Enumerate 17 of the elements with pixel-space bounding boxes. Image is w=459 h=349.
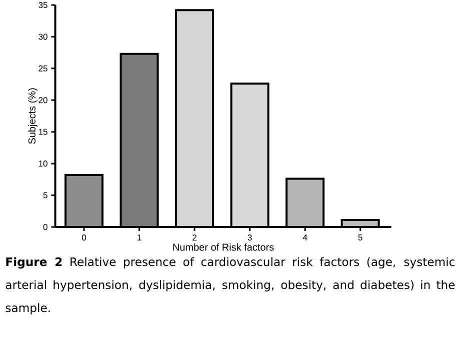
y-tick-label: 35 [38,2,48,8]
x-tick-label: 1 [138,234,142,240]
x-tick-label: 2 [192,234,196,240]
y-axis-title: Subjects (%) [28,88,38,144]
y-tick-label: 15 [38,128,48,135]
x-axis-title: Number of Risk factors [173,243,274,251]
y-tick-label: 0 [43,224,48,230]
x-tick-label: 3 [248,234,252,241]
y-tick-label: 25 [38,65,48,72]
y-tick-label: 10 [38,160,48,167]
x-tick-label: 5 [358,234,362,240]
x-tick-label: 0 [82,234,86,241]
text: Figure 2 Relative presence of cardiovascular risk factors (age, systemic arterial hypertension, dyslipidemia, smoking, obesity, and diabetes) in the sample. [6,257,455,314]
y-tick-label: 30 [38,34,48,40]
y-tick-label: 5 [43,192,48,198]
x-tick-label: 4 [302,234,308,240]
y-tick-label: 20 [38,97,48,104]
